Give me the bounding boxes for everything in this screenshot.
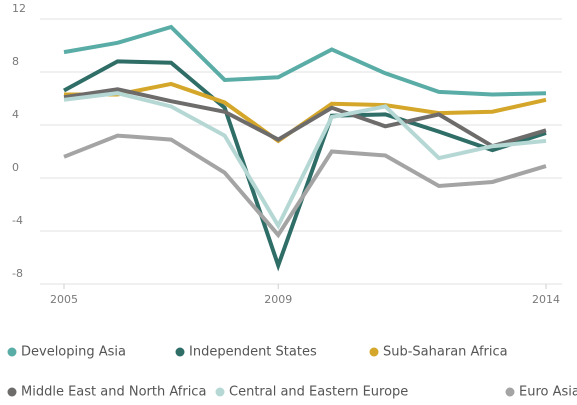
legend-marker bbox=[7, 387, 17, 397]
y-tick-label: -4 bbox=[12, 214, 23, 227]
y-tick-label: 12 bbox=[12, 2, 26, 15]
legend-label: Central and Eastern Europe bbox=[229, 385, 408, 400]
legend-label: Euro Asia bbox=[519, 385, 577, 400]
series-line bbox=[63, 91, 547, 230]
legend-label: Developing Asia bbox=[21, 345, 126, 360]
x-tick-label: 2009 bbox=[264, 293, 292, 306]
y-tick-label: 8 bbox=[12, 55, 19, 68]
legend-label: Middle East and North Africa bbox=[21, 385, 206, 400]
x-tick-label: 2014 bbox=[532, 293, 560, 306]
y-tick-label: 4 bbox=[12, 108, 19, 121]
y-tick-label: -8 bbox=[12, 267, 23, 280]
series-line bbox=[63, 24, 547, 97]
legend-label: Independent States bbox=[189, 345, 317, 360]
x-tick-label: 2005 bbox=[50, 293, 78, 306]
legend-marker bbox=[505, 387, 515, 397]
legend-marker bbox=[175, 347, 185, 357]
series-line bbox=[63, 133, 547, 239]
legend-marker bbox=[215, 387, 225, 397]
legend-marker bbox=[369, 347, 379, 357]
legend-label: Sub-Saharan Africa bbox=[383, 345, 508, 360]
series-line bbox=[63, 87, 547, 149]
legend-marker bbox=[7, 347, 17, 357]
y-tick-label: 0 bbox=[12, 161, 19, 174]
